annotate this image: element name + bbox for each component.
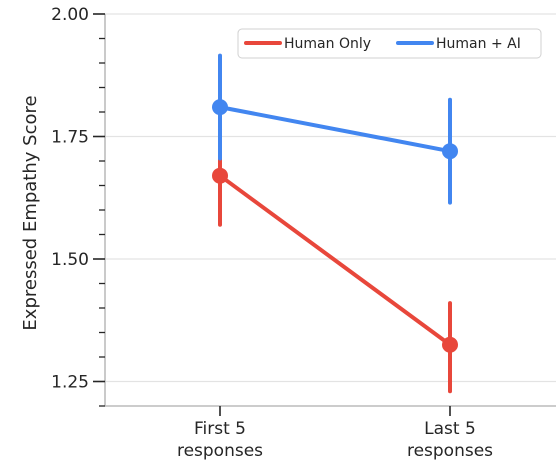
grid-lines <box>105 13 556 383</box>
x-tick-label: First 5 responses <box>177 419 263 461</box>
y-tick-label: 1.50 <box>51 250 89 270</box>
legend-label: Human + AI <box>436 36 521 52</box>
legend-label: Human Only <box>284 36 371 52</box>
data-point <box>442 143 458 160</box>
data-point <box>212 99 228 116</box>
y-ticks: 1.25 1.50 1.75 2.00 <box>51 5 105 407</box>
series-layer <box>212 53 458 394</box>
y-tick-label: 1.75 <box>51 128 89 148</box>
legend: Human Only Human + AI <box>237 28 542 59</box>
y-axis-label: Expressed Empathy Score <box>20 95 41 330</box>
axes <box>104 14 556 407</box>
series-line <box>218 105 452 154</box>
data-point <box>442 336 458 353</box>
x-ticks: First 5 responses Last 5 responses <box>177 406 493 461</box>
series-line <box>218 173 452 347</box>
x-tick-label: Last 5 responses <box>407 419 493 461</box>
y-tick-label: 1.25 <box>51 373 89 393</box>
legend-frame <box>237 28 542 59</box>
y-tick-label: 2.00 <box>51 5 89 25</box>
data-point <box>212 167 228 184</box>
